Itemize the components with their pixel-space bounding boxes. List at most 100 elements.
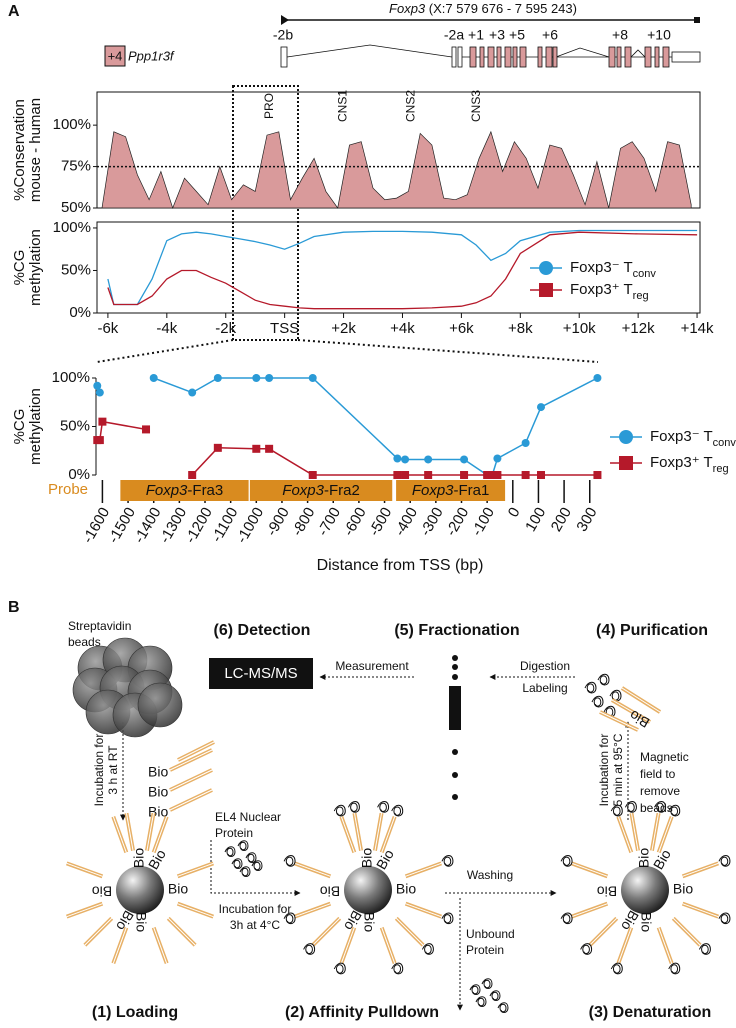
point bbox=[593, 471, 602, 479]
protein bbox=[377, 801, 390, 813]
protein bbox=[224, 846, 236, 857]
x-tick-label: 100 bbox=[522, 504, 549, 534]
bead bbox=[116, 866, 164, 914]
exon-label: -2a bbox=[444, 27, 464, 43]
region-label: CNS3 bbox=[469, 90, 483, 122]
bio-label: Bio bbox=[638, 912, 654, 932]
exon-label: +1 bbox=[468, 27, 484, 43]
y-axis-title: %Conservation bbox=[11, 99, 28, 201]
label: EL4 Nuclear bbox=[215, 810, 281, 824]
protein bbox=[668, 962, 681, 975]
y-tick-label: 50% bbox=[61, 199, 91, 216]
legend-marker bbox=[619, 456, 633, 470]
label: Streptavidin bbox=[68, 619, 131, 633]
protein bbox=[584, 681, 597, 694]
y-tick-label: 75% bbox=[61, 158, 91, 175]
legend-name: Foxp3⁻ T bbox=[650, 428, 713, 445]
linker-core bbox=[682, 862, 719, 877]
point bbox=[493, 471, 502, 479]
point bbox=[393, 471, 402, 479]
y-tick-label: 0% bbox=[68, 466, 90, 483]
bio-label: Bio bbox=[636, 848, 652, 868]
workflow: Streptavidin beads (6) Detection (5) Fra… bbox=[68, 619, 711, 1021]
gene-coords: (X:7 579 676 - 7 595 243) bbox=[429, 1, 577, 16]
bio-label: Bio bbox=[673, 881, 693, 897]
panel-label: B bbox=[8, 599, 20, 616]
gene-track: Foxp3 (X:7 579 676 - 7 595 243) +4 Ppp1r… bbox=[104, 1, 701, 68]
legend-label: Foxp3⁻ Tconv bbox=[570, 259, 656, 280]
y-axis-title: methylation bbox=[27, 388, 44, 465]
linker-core bbox=[617, 816, 632, 853]
linker-core bbox=[169, 749, 213, 771]
point bbox=[537, 403, 546, 412]
point bbox=[93, 381, 102, 390]
exon-label: +6 bbox=[542, 27, 558, 43]
protein bbox=[391, 962, 404, 975]
legend-name: Foxp3⁺ T bbox=[570, 281, 633, 298]
x-tick-label: -900 bbox=[263, 504, 293, 539]
linker-core bbox=[169, 769, 213, 791]
protein bbox=[591, 695, 604, 708]
label: Incubation for bbox=[219, 902, 292, 916]
label: Magnetic bbox=[640, 750, 689, 764]
streptavidin-bead bbox=[137, 682, 183, 728]
y-tick-label: 100% bbox=[52, 369, 90, 386]
bead bbox=[621, 866, 669, 914]
lcms-label: LC-MS/MS bbox=[224, 665, 297, 682]
protein bbox=[239, 866, 251, 877]
step-title: (5) Fractionation bbox=[394, 622, 519, 639]
x-tick-label: -400 bbox=[391, 504, 421, 539]
protein bbox=[231, 858, 243, 869]
exon-label: +10 bbox=[647, 27, 671, 43]
legend-marker bbox=[539, 261, 553, 275]
protein bbox=[624, 801, 637, 813]
label: remove bbox=[640, 784, 680, 798]
linker-core bbox=[340, 816, 355, 853]
probe-gene: Foxp3 bbox=[412, 482, 454, 499]
bio-label: Bio bbox=[131, 848, 147, 868]
probe bbox=[249, 480, 393, 501]
legend-name: Foxp3⁺ T bbox=[650, 454, 713, 471]
x-tick-label: -100 bbox=[468, 504, 498, 539]
x-tick-label: -1200 bbox=[182, 504, 216, 546]
probe-name: Foxp3-Fra3 bbox=[146, 482, 224, 499]
region-label: CNS1 bbox=[336, 90, 350, 122]
legend-label: Foxp3⁺ Treg bbox=[570, 281, 649, 302]
zoom-box bbox=[232, 85, 299, 341]
x-tick-label: -700 bbox=[314, 504, 344, 539]
linker-core bbox=[621, 687, 661, 713]
zoom-connector bbox=[96, 339, 599, 363]
x-tick-label: +4k bbox=[390, 320, 415, 337]
point bbox=[483, 471, 492, 479]
step-title: (6) Detection bbox=[214, 622, 311, 639]
linker-core bbox=[177, 903, 214, 918]
label: Protein bbox=[466, 943, 504, 957]
linker-core bbox=[395, 917, 424, 946]
label: 3 h at RT bbox=[106, 745, 120, 795]
linker-core bbox=[340, 927, 355, 964]
bio-label: Bio bbox=[361, 912, 377, 932]
linker-core bbox=[294, 862, 331, 877]
label: Labeling bbox=[522, 681, 567, 695]
point bbox=[401, 455, 410, 464]
neighbor-exon bbox=[104, 45, 126, 67]
neighbor-gene: Ppp1r3f bbox=[128, 48, 175, 63]
x-tick-label: 0 bbox=[505, 504, 524, 520]
bio-label: Bio bbox=[133, 912, 149, 932]
legend-marker bbox=[619, 430, 633, 444]
track-end bbox=[694, 17, 700, 23]
y-tick-label: 100% bbox=[53, 116, 91, 133]
x-tick-label: -600 bbox=[340, 504, 370, 539]
protein bbox=[421, 943, 434, 955]
point bbox=[188, 471, 197, 479]
linker-core bbox=[617, 927, 632, 964]
label: beads bbox=[68, 635, 101, 649]
point bbox=[493, 454, 502, 463]
linker-core bbox=[405, 862, 442, 877]
linker-core bbox=[177, 741, 215, 761]
protein bbox=[603, 705, 616, 718]
panel-label: A bbox=[8, 3, 20, 20]
point bbox=[424, 455, 433, 464]
linker-core bbox=[353, 813, 362, 851]
